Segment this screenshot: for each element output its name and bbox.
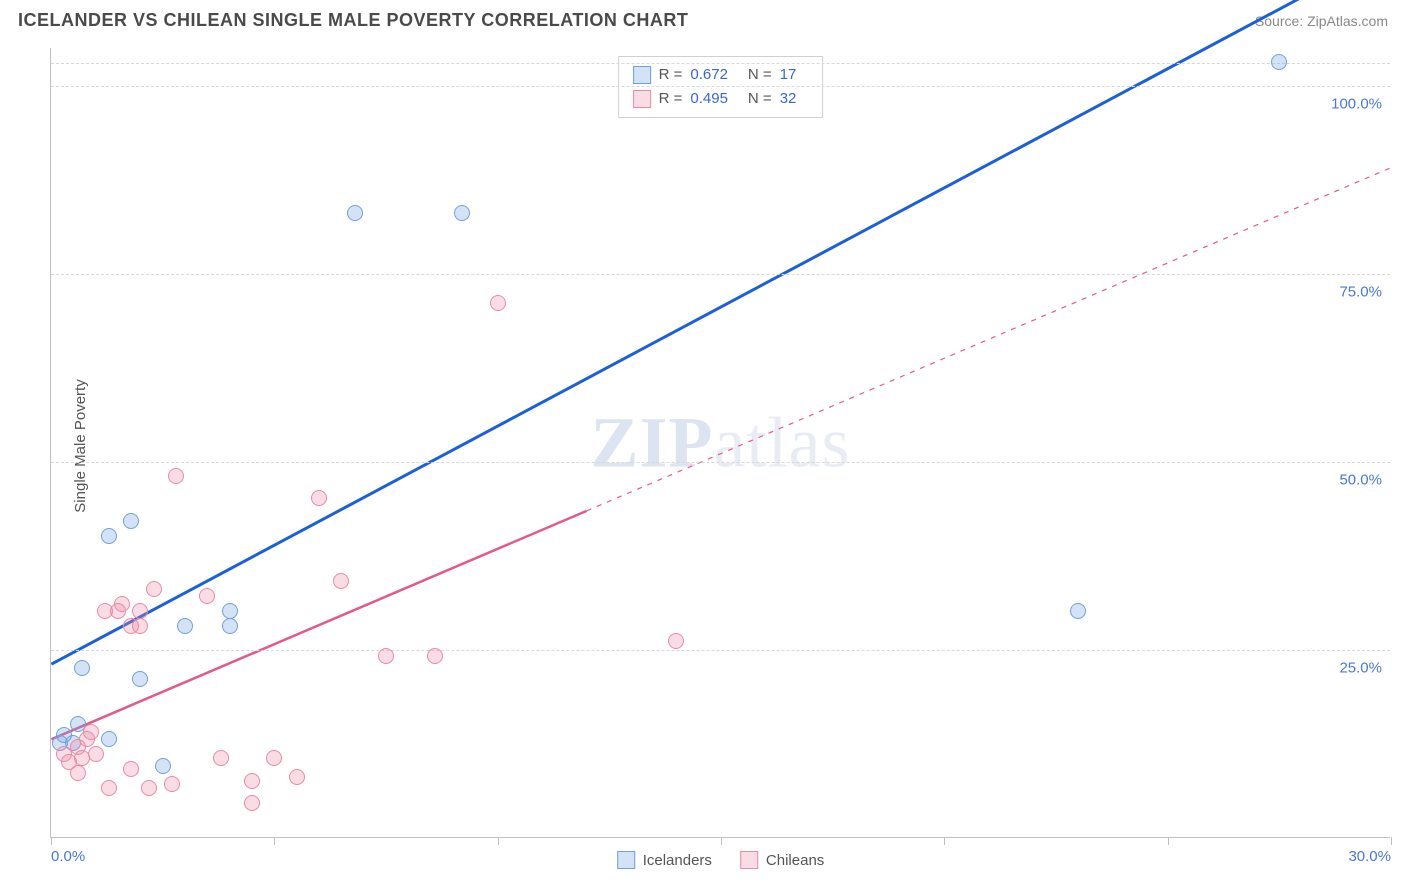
stats-row-icelanders: R = 0.672 N = 17 [633,63,809,87]
header: ICELANDER VS CHILEAN SINGLE MALE POVERTY… [0,0,1406,39]
legend-item-chileans: Chileans [740,851,824,869]
xtick [721,837,722,845]
data-point-icelanders [1271,54,1287,70]
data-point-chileans [88,746,104,762]
data-point-chileans [311,490,327,506]
stat-r-label: R = [659,63,683,87]
stat-n-label: N = [748,63,772,87]
data-point-chileans [244,795,260,811]
data-point-chileans [83,724,99,740]
data-point-chileans [132,603,148,619]
data-point-chileans [244,773,260,789]
data-point-icelanders [132,671,148,687]
watermark-light: atlas [714,402,851,482]
stat-n-value: 32 [780,87,797,111]
xtick-label: 30.0% [1348,848,1391,865]
data-point-chileans [141,780,157,796]
stat-r-value: 0.495 [690,87,728,111]
swatch-icelanders [633,66,651,84]
ytick-label: 75.0% [1339,283,1382,300]
gridline [51,462,1390,463]
data-point-chileans [123,761,139,777]
legend-item-icelanders: Icelanders [617,851,712,869]
stats-row-chileans: R = 0.495 N = 32 [633,87,809,111]
ytick-label: 25.0% [1339,659,1382,676]
data-point-icelanders [123,513,139,529]
data-point-icelanders [1070,603,1086,619]
legend-swatch-chileans [740,851,758,869]
data-point-chileans [289,769,305,785]
swatch-chileans [633,90,651,108]
trend-lines [51,48,1390,837]
data-point-chileans [70,765,86,781]
data-point-chileans [168,468,184,484]
gridline [51,650,1390,651]
data-point-icelanders [177,618,193,634]
data-point-icelanders [222,618,238,634]
data-point-icelanders [101,731,117,747]
stat-n-value: 17 [780,63,797,87]
xtick [944,837,945,845]
stats-box: R = 0.672 N = 17 R = 0.495 N = 32 [618,56,824,118]
data-point-chileans [668,633,684,649]
data-point-icelanders [101,528,117,544]
trend-line-dashed-chileans [587,168,1390,511]
gridline [51,274,1390,275]
xtick [1168,837,1169,845]
data-point-icelanders [454,205,470,221]
ytick-label: 50.0% [1339,471,1382,488]
ytick-label: 100.0% [1331,95,1382,112]
legend-label: Icelanders [643,852,712,869]
stat-r-label: R = [659,87,683,111]
watermark-bold: ZIP [591,402,714,482]
xtick [51,837,52,845]
data-point-chileans [199,588,215,604]
xtick [498,837,499,845]
scatter-chart: ZIPatlas R = 0.672 N = 17 R = 0.495 N = … [50,48,1390,838]
xtick [274,837,275,845]
data-point-chileans [164,776,180,792]
data-point-chileans [427,648,443,664]
bottom-legend: Icelanders Chileans [617,851,825,869]
xtick [1391,837,1392,845]
chart-title: ICELANDER VS CHILEAN SINGLE MALE POVERTY… [18,10,688,31]
xtick-label: 0.0% [51,848,85,865]
data-point-icelanders [347,205,363,221]
stat-r-value: 0.672 [690,63,728,87]
data-point-chileans [490,295,506,311]
data-point-chileans [146,581,162,597]
stat-n-label: N = [748,87,772,111]
source-label: Source: ZipAtlas.com [1255,13,1388,29]
data-point-chileans [333,573,349,589]
data-point-chileans [213,750,229,766]
gridline [51,63,1390,64]
data-point-chileans [101,780,117,796]
legend-label: Chileans [766,852,824,869]
data-point-chileans [378,648,394,664]
data-point-icelanders [222,603,238,619]
data-point-chileans [114,596,130,612]
gridline [51,86,1390,87]
data-point-chileans [132,618,148,634]
data-point-chileans [266,750,282,766]
data-point-icelanders [74,660,90,676]
legend-swatch-icelanders [617,851,635,869]
data-point-icelanders [155,758,171,774]
watermark: ZIPatlas [591,401,851,484]
